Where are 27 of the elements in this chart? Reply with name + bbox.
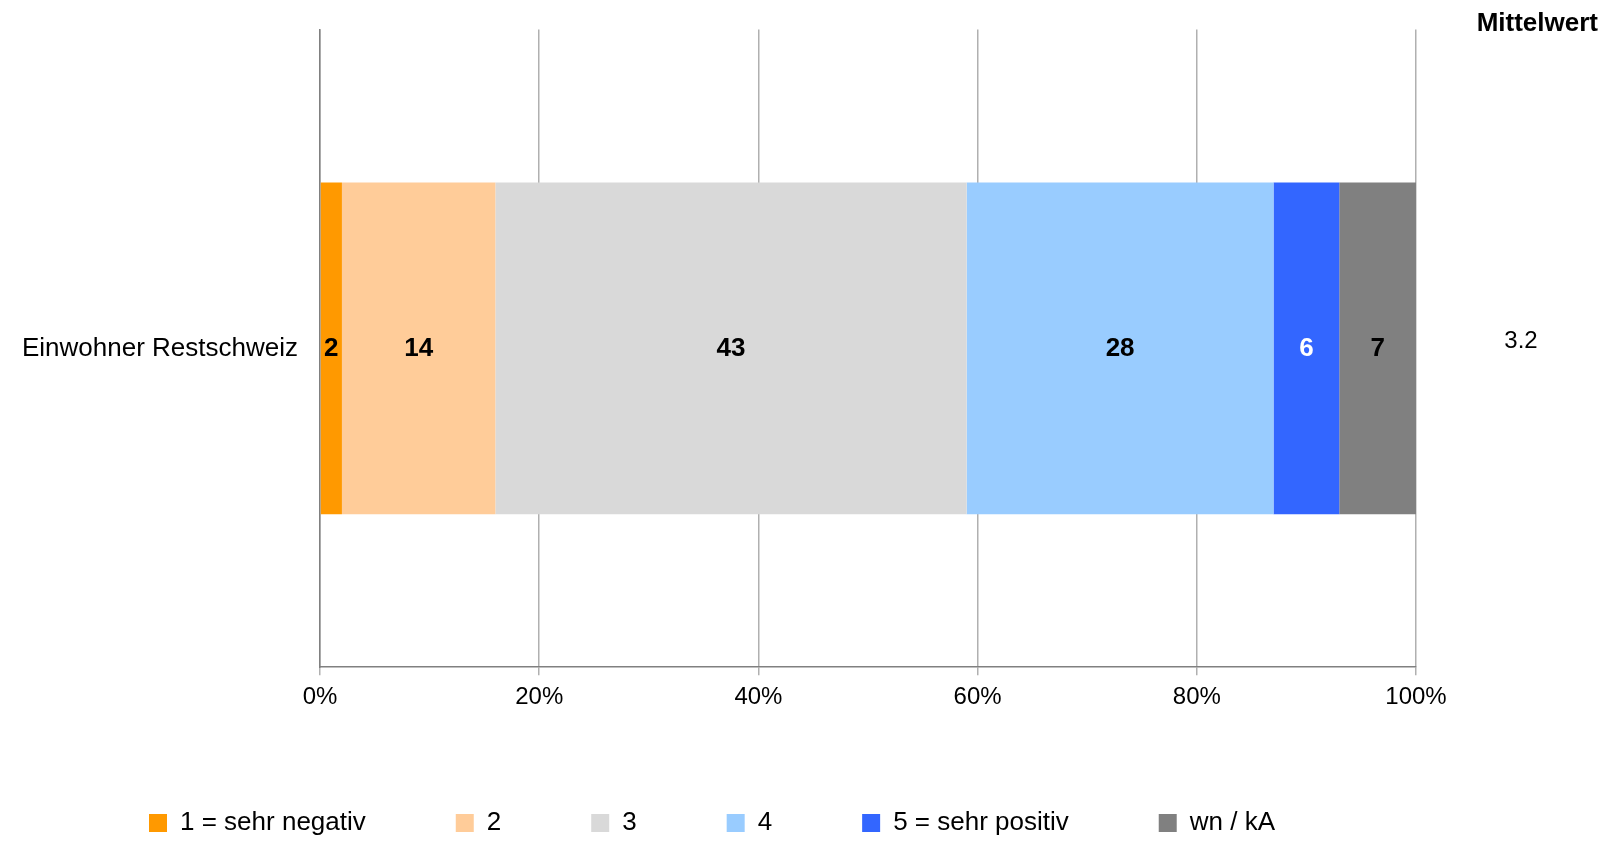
legend-label: 3 — [622, 806, 637, 837]
bar — [1273, 182, 1340, 515]
bar — [1339, 182, 1416, 515]
bar — [320, 182, 342, 515]
x-tick-label: 20% — [515, 682, 564, 710]
legend-label: 1 = sehr negativ — [180, 806, 366, 837]
data-label: 43 — [716, 331, 746, 362]
data-label: 6 — [1299, 331, 1314, 362]
bar — [341, 182, 496, 515]
y-tick-label: Einwohner Restschweiz — [21, 331, 299, 362]
bar — [966, 182, 1274, 515]
legend-label: 4 — [757, 806, 773, 837]
legend-label: 5 = sehr positiv — [893, 806, 1069, 837]
x-tick-label: 100% — [1385, 682, 1447, 710]
text: 3.2 — [1504, 326, 1538, 354]
legend-label: 2 — [486, 806, 502, 837]
x-tick-label: 60% — [953, 682, 1002, 710]
legend-label: wn / kA — [1188, 806, 1276, 837]
data-label: 7 — [1370, 331, 1385, 362]
text: Mittelwert — [1476, 7, 1599, 38]
data-label: 28 — [1105, 331, 1135, 362]
x-tick-label: 80% — [1172, 682, 1221, 710]
bar — [495, 182, 967, 515]
x-tick-label: 0% — [302, 682, 338, 710]
data-label: 14 — [404, 331, 434, 362]
data-label: 2 — [324, 331, 339, 362]
x-tick-label: 40% — [734, 682, 783, 710]
